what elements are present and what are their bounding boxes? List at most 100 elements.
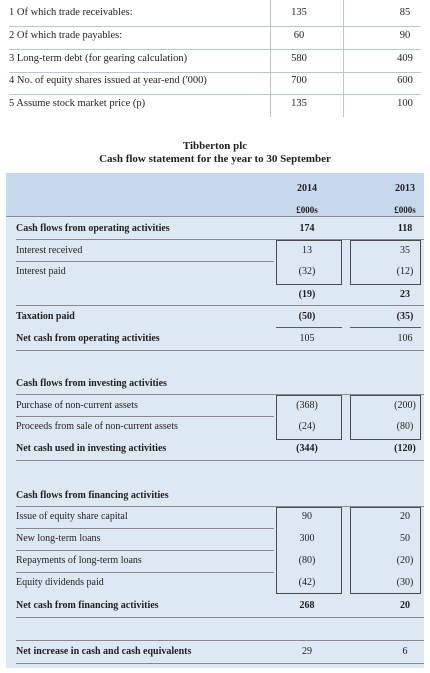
note-value-2014: 60 [293, 30, 305, 41]
row-label: Cash flows from operating activities [16, 223, 170, 234]
column-year-2013: 2013 [395, 183, 415, 194]
row-label: New long-term loans [16, 533, 101, 544]
note-row: 3 Long-term debt (for gearing calculatio… [0, 50, 430, 72]
row-label: Interest paid [16, 266, 66, 277]
row-rule [16, 572, 274, 573]
subtotal-rule-2013 [350, 327, 421, 328]
table-row: Equity dividends paid (42) (30) [0, 573, 430, 595]
row-value-2014: 268 [299, 600, 315, 611]
note-value-2013: 600 [397, 75, 413, 86]
table-row: Net cash from financing activities 268 2… [0, 596, 430, 618]
row-value-2014: 300 [299, 533, 315, 544]
note-label: 3 Long-term debt (for gearing calculatio… [9, 53, 188, 64]
note-value-2013: 85 [399, 7, 411, 18]
row-label: Equity dividends paid [16, 577, 104, 588]
row-value-2014: (24) [298, 421, 316, 432]
note-divider [9, 72, 421, 73]
investing-box-2013 [350, 395, 421, 440]
row-label: Net cash used in investing activities [16, 443, 167, 454]
investing-box-2014 [276, 395, 342, 440]
interest-box-2013 [350, 240, 421, 285]
statement-header-band [6, 173, 424, 216]
row-rule [16, 416, 274, 417]
table-row: Repayments of long-term loans (80) (20) [0, 551, 430, 573]
row-label: Cash flows from investing activities [16, 378, 167, 389]
row-value-2013: (80) [396, 421, 414, 432]
table-row: Net increase in cash and cash equivalent… [0, 642, 430, 664]
row-value-2013: (30) [396, 577, 414, 588]
interest-box-2014 [276, 240, 342, 285]
row-value-2013: (35) [396, 311, 414, 322]
note-divider [9, 26, 421, 27]
row-label: Interest received [16, 245, 83, 256]
note-divider [9, 49, 421, 50]
row-value-2013: 118 [397, 223, 413, 234]
note-value-2014: 135 [291, 7, 307, 18]
row-rule [16, 460, 424, 461]
row-label: Repayments of long-term loans [16, 555, 142, 566]
column-unit-2014: £000s [296, 205, 318, 215]
row-rule [16, 305, 424, 306]
row-rule [16, 506, 424, 507]
header-rule [6, 216, 424, 217]
table-row: Net cash used in investing activities (3… [0, 439, 430, 461]
note-label: 1 Of which trade receivables: [9, 7, 133, 18]
note-row: 2 Of which trade payables: 60 90 [0, 27, 430, 49]
note-label: 2 Of which trade payables: [9, 30, 123, 41]
table-row: Cash flows from financing activities [0, 486, 430, 508]
row-value-2014: (50) [298, 311, 316, 322]
row-value-2014: (344) [296, 443, 318, 454]
row-value-2013: 106 [397, 333, 413, 344]
row-value-2014: (368) [296, 400, 318, 411]
table-row: New long-term loans 300 50 [0, 529, 430, 551]
note-row: 5 Assume stock market price (p) 135 100 [0, 95, 430, 117]
row-value-2013: (120) [394, 443, 416, 454]
row-value-2014: (32) [298, 266, 316, 277]
column-year-row: 2014 2013 [0, 179, 430, 201]
row-value-2013: 20 [400, 600, 410, 611]
row-value-2014: (80) [298, 555, 316, 566]
table-row: Purchase of non-current assets (368) (20… [0, 396, 430, 418]
row-rule [16, 239, 424, 240]
note-value-2014: 700 [291, 75, 307, 86]
note-label: 5 Assume stock market price (p) [9, 98, 146, 109]
row-label: Purchase of non-current assets [16, 400, 138, 411]
statement-panel [6, 173, 424, 668]
row-rule [16, 394, 424, 395]
row-value-2013: 35 [400, 245, 410, 256]
row-rule [16, 663, 424, 664]
subtotal-rule-2014 [276, 327, 342, 328]
row-value-2013: 6 [402, 646, 408, 657]
row-rule [16, 640, 424, 641]
row-value-2014: (19) [298, 289, 316, 300]
row-value-2013: (12) [396, 266, 414, 277]
row-value-2013: 20 [400, 511, 410, 522]
row-rule [16, 617, 424, 618]
row-rule [16, 528, 274, 529]
row-label: Taxation paid [16, 311, 75, 322]
table-row: Cash flows from operating activities 174… [0, 219, 430, 241]
note-row: 4 No. of equity shares issued at year-en… [0, 72, 430, 94]
notes-divider-1 [270, 0, 271, 117]
row-value-2013: (200) [394, 400, 416, 411]
row-value-2014: 29 [302, 646, 312, 657]
table-row: Proceeds from sale of non-current assets… [0, 417, 430, 439]
column-unit-2013: £000s [394, 205, 416, 215]
table-row: Cash flows from investing activities [0, 374, 430, 396]
row-label: Net increase in cash and cash equivalent… [16, 646, 192, 657]
row-rule [16, 350, 424, 351]
row-label: Cash flows from financing activities [16, 490, 169, 501]
row-value-2014: 105 [299, 333, 315, 344]
row-value-2014: 90 [302, 511, 312, 522]
note-label: 4 No. of equity shares issued at year-en… [9, 75, 207, 86]
statement-company: Tibberton plc [182, 140, 248, 152]
table-row: (19) 23 [0, 285, 430, 307]
table-row: Issue of equity share capital 90 20 [0, 507, 430, 529]
note-value-2013: 409 [397, 53, 413, 64]
row-label: Issue of equity share capital [16, 511, 128, 522]
row-rule [16, 261, 274, 262]
column-year-2014: 2014 [297, 183, 317, 194]
note-value-2014: 580 [291, 53, 307, 64]
table-row: Interest paid (32) (12) [0, 262, 430, 284]
row-value-2013: 23 [400, 289, 410, 300]
